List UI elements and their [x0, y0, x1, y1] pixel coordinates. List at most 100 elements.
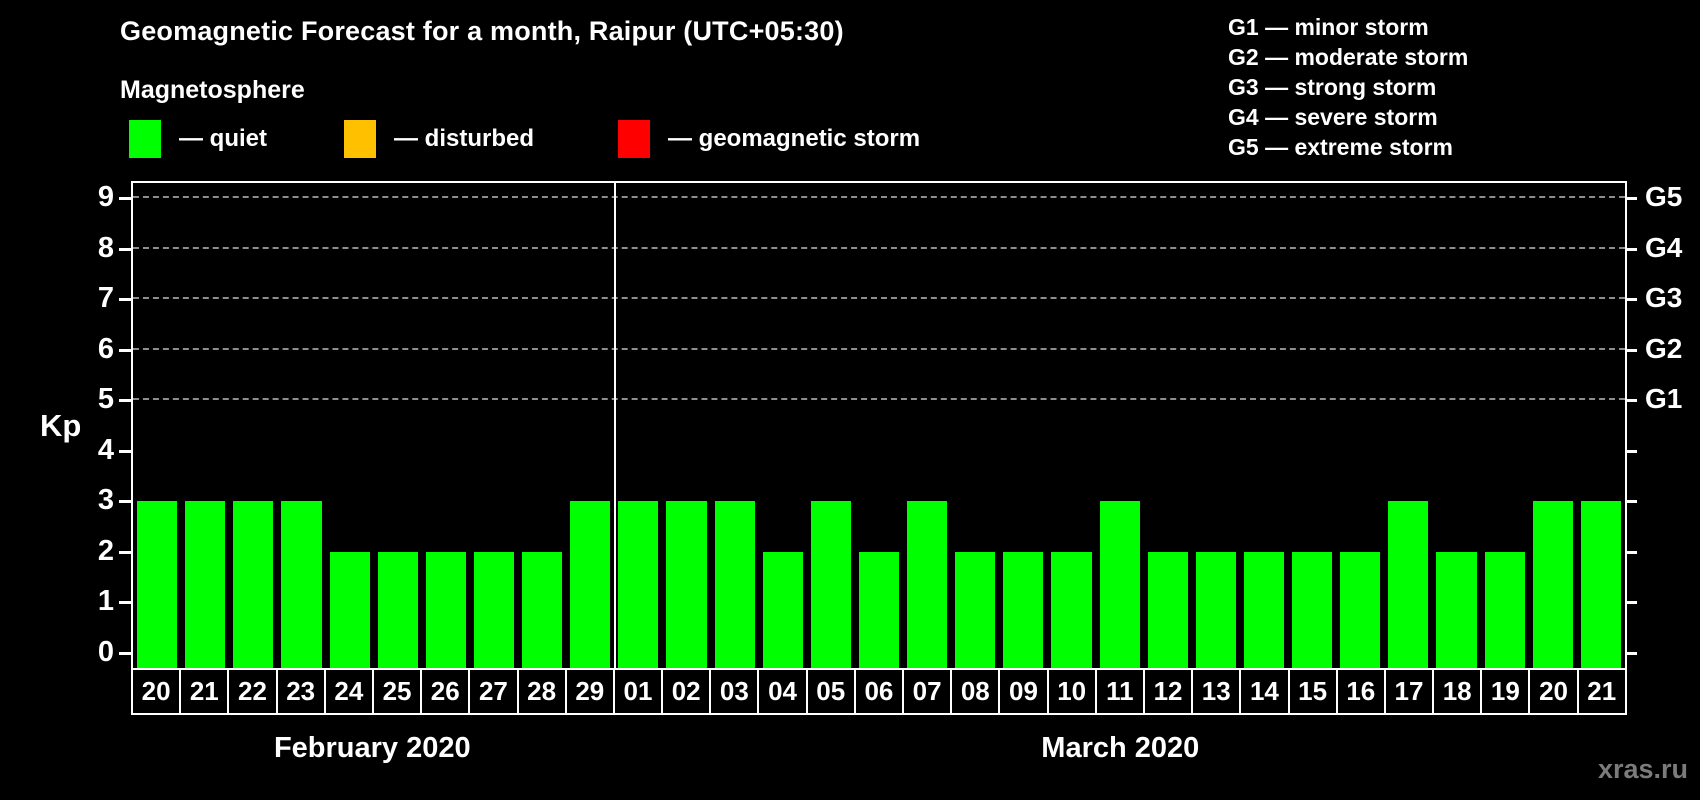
date-cell: 16: [1338, 670, 1386, 713]
legend-quiet-label: — quiet: [179, 125, 267, 152]
month-label: March 2020: [1041, 731, 1200, 764]
kp-bar: [858, 551, 900, 668]
kp-bar: [185, 501, 226, 668]
kp-bar: [377, 551, 418, 668]
date-cell: 26: [422, 670, 471, 713]
kp-bar: [810, 501, 851, 668]
date-cell: 18: [1434, 670, 1483, 713]
date-cell: 02: [663, 670, 712, 713]
y-tick-label: 6: [97, 332, 114, 365]
date-cell: 28: [519, 670, 567, 713]
kp-bar: [522, 551, 563, 668]
y-axis-tick: [119, 601, 131, 605]
y-tick-label: 7: [97, 282, 114, 315]
legend-item-disturbed: — disturbed: [344, 118, 534, 160]
g-legend-item: G4 — severe storm: [1228, 104, 1438, 130]
g-tick-label: G3: [1645, 282, 1683, 314]
date-cell: 25: [374, 670, 423, 713]
y-tick-label: 1: [97, 585, 114, 618]
kp-bar: [1580, 501, 1621, 668]
kp-bar: [570, 501, 611, 668]
y-axis-tick: [119, 500, 131, 504]
date-cell: 17: [1386, 670, 1435, 713]
kp-bar: [425, 551, 466, 668]
grid-line: [133, 297, 1625, 300]
grid-line: [133, 196, 1625, 199]
right-axis-tick: [1625, 449, 1637, 453]
kp-bar: [1099, 501, 1140, 668]
legend-item-quiet: — quiet: [129, 118, 267, 160]
g-tick-label: G4: [1645, 231, 1683, 263]
kp-bar: [618, 501, 659, 668]
kp-bar: [1243, 551, 1285, 668]
legend-disturbed-label: — disturbed: [394, 125, 535, 152]
y-tick-label: 3: [97, 484, 114, 517]
kp-bar: [1003, 551, 1044, 668]
kp-bar: [907, 501, 948, 668]
y-axis-tick: [119, 348, 131, 352]
right-axis-tick: [1625, 399, 1637, 403]
y-tick-label: 2: [97, 534, 114, 567]
kp-bar: [1195, 551, 1236, 668]
kp-bar: [473, 551, 515, 668]
right-axis-tick: [1625, 651, 1637, 655]
y-axis-tick: [119, 298, 131, 302]
g-tick-label: G1: [1645, 383, 1683, 415]
date-cell: 14: [1241, 670, 1290, 713]
grid-line: [133, 246, 1625, 249]
months-row: February 2020 March 2020: [131, 716, 1627, 780]
g-scale-legend: G1 — minor storm G2 — moderate storm G3 — …: [1228, 12, 1468, 162]
y-axis-tick: [119, 449, 131, 453]
date-cell: 01: [615, 670, 664, 713]
g-legend-item: G1 — minor storm: [1228, 14, 1429, 40]
kp-bar: [1147, 551, 1188, 668]
date-cell: 06: [856, 670, 904, 713]
date-cell: 10: [1049, 670, 1097, 713]
y-tick-label: 8: [97, 231, 114, 264]
kp-bar: [1340, 551, 1381, 668]
date-cell: 20: [1530, 670, 1579, 713]
right-axis-tick: [1625, 550, 1637, 554]
kp-bar: [1484, 551, 1525, 668]
kp-bar: [281, 501, 322, 668]
kp-bar: [233, 501, 274, 668]
date-cell: 04: [759, 670, 808, 713]
date-cell: 08: [952, 670, 1001, 713]
date-cell: 23: [278, 670, 326, 713]
kp-bar: [137, 501, 178, 668]
date-cell: 13: [1193, 670, 1242, 713]
right-axis-tick: [1625, 500, 1637, 504]
date-cell: 11: [1097, 670, 1145, 713]
date-cell: 27: [470, 670, 519, 713]
g-legend-item: G3 — strong storm: [1228, 74, 1437, 100]
kp-bar: [329, 551, 370, 668]
y-tick-label: 5: [97, 383, 114, 416]
kp-bar: [762, 551, 803, 668]
kp-bar: [1532, 501, 1573, 668]
kp-bar: [1436, 551, 1477, 668]
right-axis-tick: [1625, 247, 1637, 251]
grid-line: [133, 398, 1625, 401]
y-axis-tick: [119, 197, 131, 201]
date-cell: 03: [711, 670, 760, 713]
g-legend-item: G5 — extreme storm: [1228, 134, 1453, 160]
legend-storm-label: — geomagnetic storm: [668, 125, 921, 152]
magnetosphere-label: Magnetosphere: [120, 76, 305, 104]
month-label: February 2020: [273, 731, 471, 764]
y-tick-label: 4: [97, 433, 114, 466]
right-axis-tick: [1625, 298, 1637, 302]
date-cell: 05: [808, 670, 856, 713]
watermark: xras.ru: [1597, 754, 1688, 784]
legend-item-storm: — geomagnetic storm: [618, 118, 920, 160]
date-cell: 12: [1145, 670, 1194, 713]
y-axis-tick: [119, 247, 131, 251]
date-cell: 20: [133, 670, 182, 713]
right-axis-tick: [1625, 348, 1637, 352]
date-cell: 22: [229, 670, 278, 713]
y-axis-tick: [119, 651, 131, 655]
y-tick-label: 0: [97, 635, 114, 668]
g-tick-label: G5: [1645, 181, 1683, 213]
quiet-swatch-icon: [129, 120, 161, 158]
kp-bar: [955, 551, 996, 668]
